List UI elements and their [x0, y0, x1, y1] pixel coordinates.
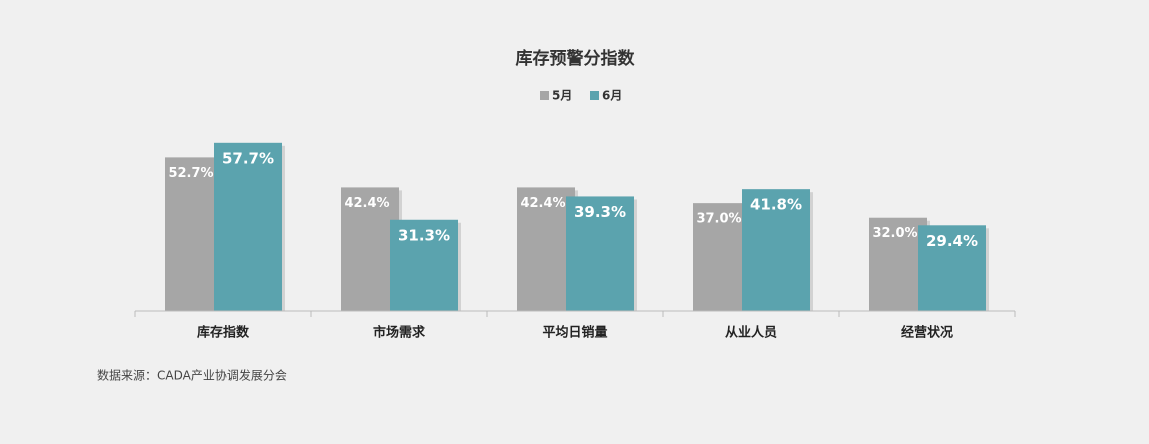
- legend-label: 6月: [602, 89, 622, 103]
- bar: [693, 203, 751, 311]
- value-label: 37.0%: [696, 212, 741, 227]
- value-label: 39.3%: [574, 203, 626, 221]
- legend-label: 5月: [552, 89, 572, 103]
- bar: [390, 219, 458, 311]
- x-tick-label: 平均日销量: [542, 325, 607, 341]
- x-tick-label: 库存指数: [197, 325, 250, 341]
- value-label: 41.8%: [750, 196, 802, 214]
- value-label: 29.4%: [926, 232, 978, 250]
- value-label: 31.3%: [398, 226, 450, 244]
- source-note: 数据来源：CADA产业协调发展分会: [97, 368, 287, 383]
- value-label: 42.4%: [344, 196, 389, 211]
- value-label: 52.7%: [168, 166, 213, 181]
- bar: [566, 196, 634, 311]
- chart-title: 库存预警分指数: [516, 48, 636, 69]
- x-tick-label: 市场需求: [373, 325, 426, 341]
- legend-swatch: [540, 91, 549, 100]
- bar: [517, 187, 575, 311]
- value-label: 32.0%: [872, 226, 917, 241]
- legend-swatch: [590, 91, 599, 100]
- bar: [165, 157, 223, 311]
- bar: [214, 142, 282, 311]
- value-label: 57.7%: [222, 149, 274, 167]
- bar: [869, 217, 927, 311]
- bar: [341, 187, 399, 311]
- bar: [918, 225, 986, 311]
- value-label: 42.4%: [520, 196, 565, 211]
- x-tick-label: 从业人员: [725, 325, 777, 341]
- bar: [742, 189, 810, 311]
- x-tick-label: 经营状况: [901, 325, 953, 341]
